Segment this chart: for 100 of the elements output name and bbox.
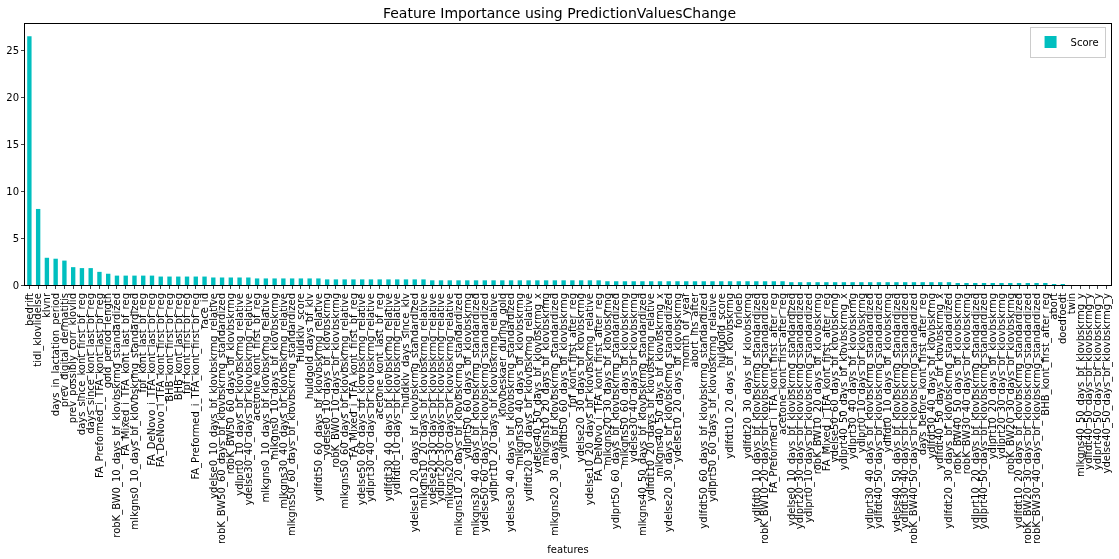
bar <box>360 279 365 285</box>
bar <box>254 278 260 285</box>
bar <box>657 281 663 285</box>
bar <box>561 280 566 285</box>
bar <box>438 280 444 285</box>
bar <box>710 281 715 285</box>
x-tick-label: ydlprt40_50_days_bf_klovbskrmg_y <box>1092 292 1105 471</box>
bar <box>316 278 321 285</box>
x-tick-label: ydlfdt20_30_days_bf_klovbskrmg_standardized <box>943 293 956 529</box>
x-tick-label: bedrift <box>23 292 35 327</box>
bar <box>211 277 216 285</box>
bar <box>421 279 426 285</box>
x-tick-label: mlkgns0_10_days_bf_klovbskrmg_relative <box>260 293 273 503</box>
bar <box>377 279 382 285</box>
bar <box>35 208 41 285</box>
bar <box>324 279 330 285</box>
bar <box>368 279 374 285</box>
bar <box>27 36 32 285</box>
bar <box>53 258 58 285</box>
bar <box>666 281 671 285</box>
x-tick-label: days_since_kont_first_bf_reg <box>76 293 89 436</box>
bar <box>44 257 50 285</box>
x-tick-label: mlkgns20_30_days_bf_klovbskrmg_relative <box>444 293 457 509</box>
bar <box>491 280 496 285</box>
bar <box>263 278 269 285</box>
bar <box>570 280 575 285</box>
bar <box>762 281 768 285</box>
bar <box>307 278 312 285</box>
y-tick-label: 0 <box>12 279 19 291</box>
bar <box>395 279 400 285</box>
bar <box>70 267 76 285</box>
bar <box>754 281 759 285</box>
bar <box>447 280 452 285</box>
bar <box>911 282 917 285</box>
bar <box>465 280 470 285</box>
bar <box>640 281 645 285</box>
x-tick-label: ydlprt0_10_days_bf_klovbskrmg_standardized <box>803 293 816 523</box>
bar <box>281 278 286 285</box>
legend-label: Score <box>1070 37 1099 49</box>
x-axis-title: features <box>547 543 589 555</box>
x-tick-label: robK_BW0_10_days_bf_klovbskrmg_standardized <box>111 293 124 538</box>
bar <box>806 282 812 285</box>
bar <box>97 271 102 285</box>
x-tick-label: days_in_lactation_period <box>49 293 62 417</box>
x-tick-label: mlkgns20_30_days_bf_klovbskrmg_standardized <box>549 293 562 536</box>
y-tick-label: 20 <box>6 91 19 103</box>
bar <box>508 280 514 285</box>
bar <box>719 281 724 285</box>
bar <box>631 281 636 285</box>
bar <box>885 282 890 285</box>
bar <box>938 282 943 285</box>
bar <box>473 280 479 285</box>
bar <box>202 276 207 285</box>
x-tick-label: robK_BW20_30_days_bf_klovbskrmg_standardized <box>1022 293 1035 545</box>
y-tick-label: 15 <box>6 138 19 150</box>
bar <box>867 282 873 285</box>
bar <box>736 281 741 285</box>
bar <box>903 282 908 285</box>
bar <box>482 280 487 285</box>
bar <box>500 280 505 285</box>
bar <box>526 280 531 285</box>
bar <box>342 279 347 285</box>
bar <box>430 280 435 285</box>
bar <box>780 281 785 285</box>
x-tick-label: ydelse50_60_days_bf_klovbskrmg_standardized <box>479 293 492 533</box>
bar <box>543 280 549 285</box>
bar <box>859 282 864 285</box>
bar <box>456 280 461 285</box>
bar <box>272 278 277 285</box>
bar <box>596 280 601 285</box>
bar <box>684 281 689 285</box>
y-tick-label: 10 <box>6 185 19 197</box>
bar <box>552 280 558 285</box>
bar <box>219 277 225 285</box>
bar <box>841 282 847 285</box>
bar <box>578 280 584 285</box>
bar <box>929 282 934 285</box>
bar <box>333 279 339 285</box>
bar <box>167 276 172 285</box>
bar <box>106 273 111 285</box>
bar <box>587 280 593 285</box>
bar <box>745 281 750 285</box>
bar <box>649 281 654 285</box>
bar <box>771 281 776 285</box>
x-tick-label: ydlfdt40_50_days_bf_klovbskrmg_standardized <box>873 293 886 529</box>
bar <box>412 279 417 285</box>
bar <box>789 282 794 285</box>
bar <box>946 282 952 285</box>
x-tick-label: robK_BW40_50_days_bf_klovbskrmg_standardized <box>908 293 921 545</box>
bar <box>850 282 855 285</box>
y-tick-label: 25 <box>6 44 19 56</box>
bar <box>351 279 356 285</box>
bar <box>246 277 251 285</box>
bar <box>289 278 295 285</box>
bar <box>88 268 93 285</box>
bar <box>675 281 680 285</box>
bar <box>727 281 733 285</box>
x-tick-label: ydlprt40_50_days_bf_klovbskrmg_x <box>838 292 851 471</box>
chart-title: Feature Importance using PredictionValuesChange <box>382 5 737 22</box>
x-tick-label: tidl_klovlidelse <box>32 293 45 367</box>
